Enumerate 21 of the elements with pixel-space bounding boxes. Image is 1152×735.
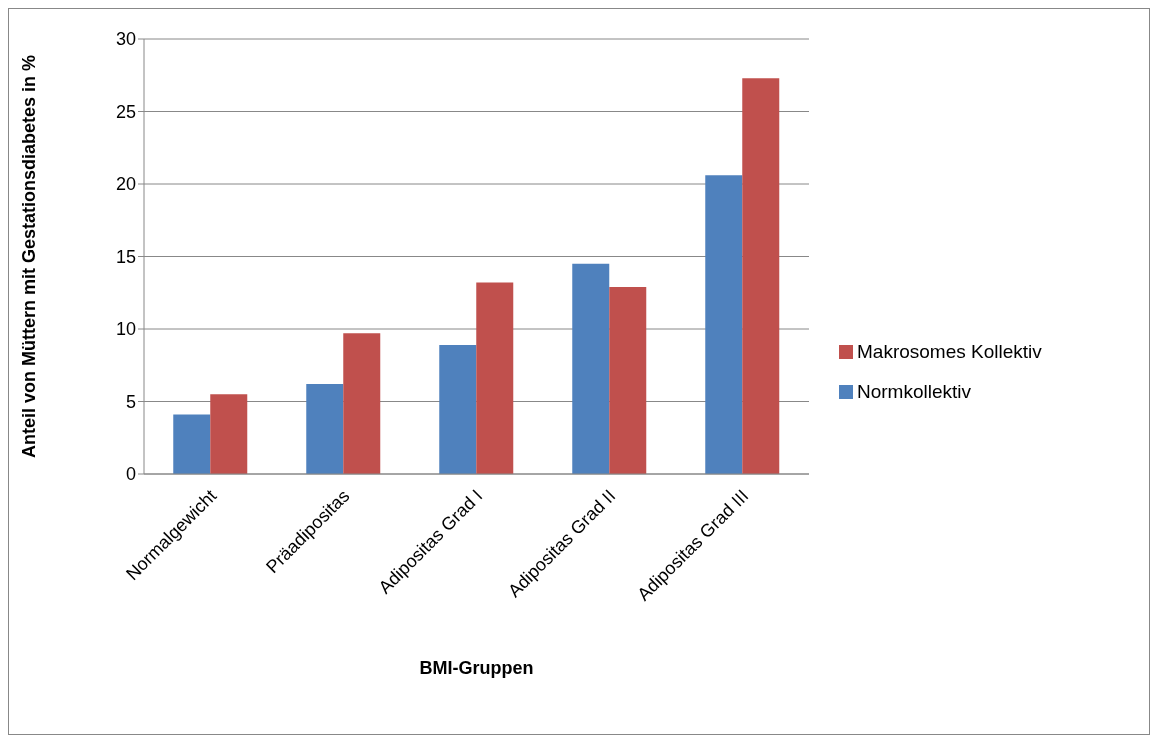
y-tick-label: 30 <box>115 29 136 50</box>
y-tick-label: 20 <box>115 174 136 195</box>
bar <box>476 282 514 474</box>
legend-label: Normkollektiv <box>857 380 972 402</box>
bar <box>572 263 610 474</box>
bar <box>609 286 647 474</box>
y-tick-label: 10 <box>115 319 136 340</box>
bar <box>439 344 477 474</box>
y-tick-label: 15 <box>115 246 136 267</box>
y-tick-label: 0 <box>125 464 136 485</box>
bar <box>705 175 743 474</box>
bar <box>742 78 780 474</box>
bar <box>210 394 248 474</box>
bar <box>306 384 344 474</box>
x-axis-title: BMI-Gruppen <box>419 658 534 678</box>
bar <box>173 414 211 474</box>
y-tick-label: 25 <box>115 101 136 122</box>
bar <box>343 333 381 474</box>
y-tick-label: 5 <box>125 391 136 412</box>
y-axis-title: Anteil von Müttern mit Gestationsdiabetes in % <box>19 54 40 459</box>
legend-label: Makrosomes Kollektiv <box>857 340 1042 362</box>
